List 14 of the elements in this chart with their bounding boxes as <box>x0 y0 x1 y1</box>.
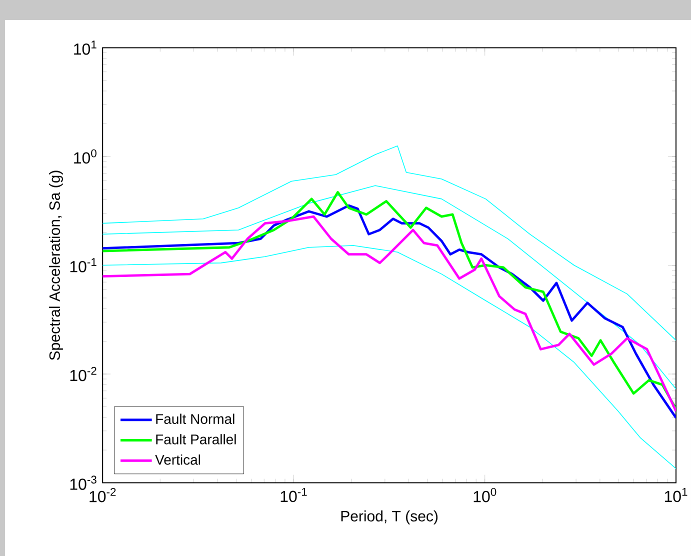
y-tick-label: 10$^{1}$ <box>74 40 96 55</box>
y-tick-label: 10$^{-2}$ <box>70 366 96 382</box>
x-tick-label: 10$^{-2}$ <box>90 488 116 502</box>
y-tick-label: 10$^{-3}$ <box>70 476 96 490</box>
legend-label: Vertical <box>155 454 200 465</box>
y-tick-label: 10$^{-1}$ <box>70 258 96 272</box>
y-axis-title: Spectral Acceleration, Sa (g) <box>48 170 63 360</box>
x-tick-label: 10$^{0}$ <box>474 488 496 502</box>
x-axis-title: Period, T (sec) <box>341 510 438 524</box>
legend-label: Fault Normal <box>156 414 234 424</box>
x-tick-label: 10$^{-1}$ <box>280 488 307 502</box>
legend-label: Fault Parallel <box>156 434 236 444</box>
x-tick-label: 10$^{1}$ <box>664 488 688 502</box>
y-tick-label: 10$^{0}$ <box>74 149 96 164</box>
